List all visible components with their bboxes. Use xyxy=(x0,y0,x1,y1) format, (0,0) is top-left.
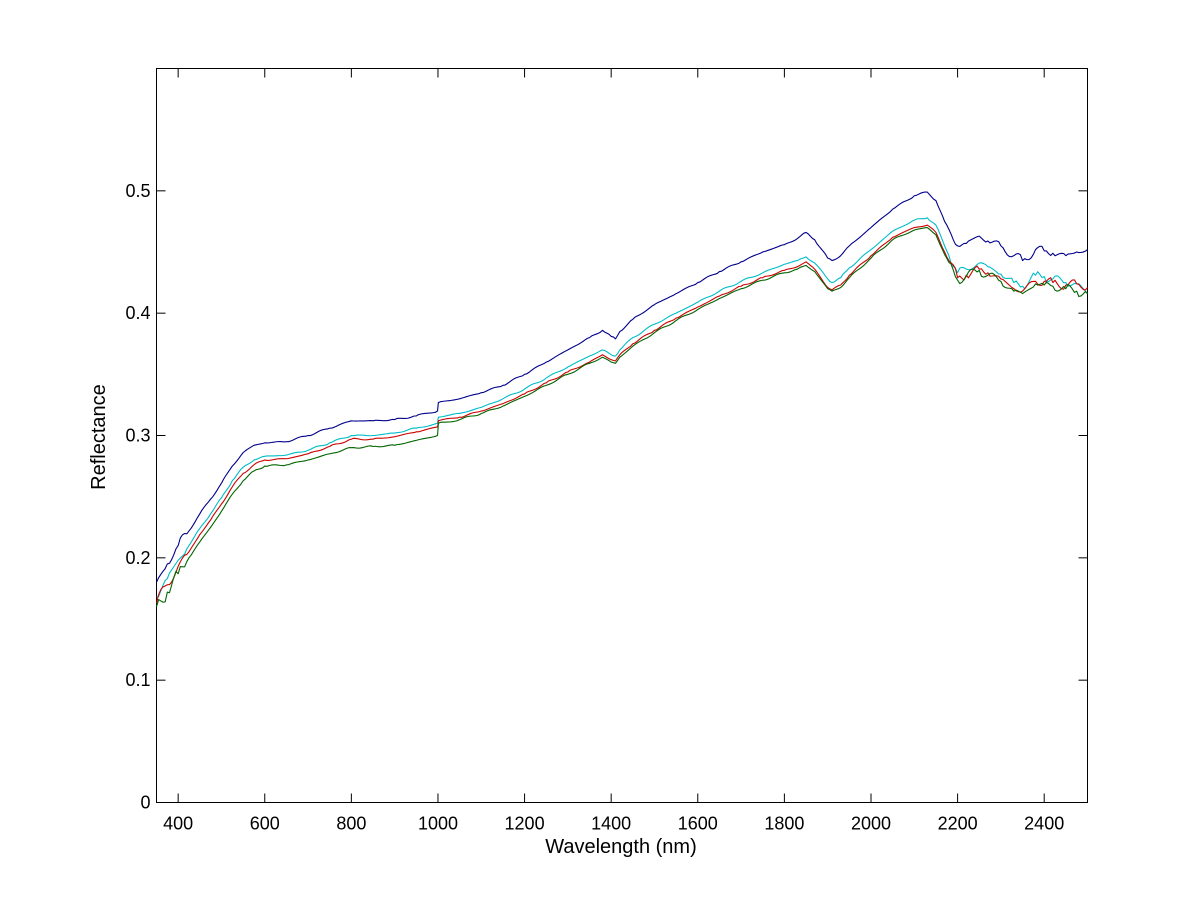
series-line-1 xyxy=(156,191,1088,583)
y-tick-label: 0.2 xyxy=(125,548,150,568)
series-line-4 xyxy=(155,226,1088,607)
y-tick-label: 0.3 xyxy=(125,426,150,446)
x-tick-label: 2000 xyxy=(851,814,891,834)
x-tick-label: 1800 xyxy=(764,814,804,834)
x-tick-label: 1000 xyxy=(418,814,458,834)
x-tick-label: 1200 xyxy=(505,814,545,834)
x-tick-label: 1600 xyxy=(678,814,718,834)
x-tick-label: 1400 xyxy=(591,814,631,834)
y-tick-label: 0.1 xyxy=(125,670,150,690)
x-axis-label: Wavelength (nm) xyxy=(545,836,697,858)
plot-frame xyxy=(156,68,1088,803)
x-tick-label: 400 xyxy=(163,814,193,834)
x-tick-label: 600 xyxy=(250,814,280,834)
x-tick-label: 2400 xyxy=(1024,814,1064,834)
series-line-2 xyxy=(156,217,1088,598)
y-axis-label: Reflectance xyxy=(88,384,110,490)
y-tick-label: 0.5 xyxy=(125,181,150,201)
x-tick-label: 2200 xyxy=(938,814,978,834)
axis-ticks xyxy=(156,68,1088,803)
series-layer xyxy=(155,191,1088,607)
axis-tick-labels: 400 600 800 1000 1200 1400 1600 1800 2000 2200 240… xyxy=(125,181,1064,834)
y-tick-label: 0 xyxy=(140,793,150,813)
y-tick-label: 0.4 xyxy=(125,303,150,323)
x-tick-label: 800 xyxy=(336,814,366,834)
series-line-3 xyxy=(155,224,1088,604)
